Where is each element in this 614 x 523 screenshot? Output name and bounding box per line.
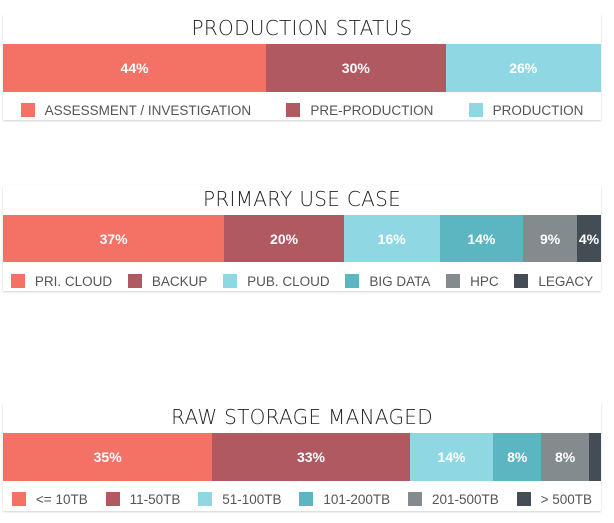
data-label: 26% [509,60,538,76]
legend-item: > 500TB [516,491,593,507]
legend-item: PRE-PRODUCTION [286,103,433,118]
legend-label: PRE-PRODUCTION [310,102,434,118]
legend-swatch [198,492,213,506]
bar-segment: 33% [212,433,410,481]
chart-title: RAW STORAGE MANAGED [171,405,433,429]
legend-label: BACKUP [151,273,208,289]
legend-swatch [11,492,26,506]
bar-segment: 44% [3,44,267,92]
raw-storage-managed-panel: RAW STORAGE MANAGED 35% 33% 14% 8% 8% <= 10T… [3,403,601,511]
legend-item: 201-500TB [407,491,499,507]
legend-label: 11-50TB [129,491,181,507]
data-label: 14% [467,230,496,247]
legend-label: PRODUCTION [492,102,584,118]
data-label: 44% [120,60,149,76]
legend-swatch [286,103,301,117]
legend-label: 101-200TB [323,491,391,507]
legend-item: PRODUCTION [468,102,584,118]
data-label: 14% [437,449,466,465]
stacked-bar: 44% 30% 26% [3,44,601,92]
legend-label: 201-500TB [431,491,499,507]
legend-swatch [514,274,529,288]
bar-segment: 9% [523,215,578,262]
legend-swatch [10,274,25,288]
bar-segment: 16% [343,215,440,262]
bar-segment [589,433,601,481]
legend-swatch [446,274,461,288]
data-label: 30% [341,60,370,76]
legend-label: <= 10TB [35,491,88,507]
legend-label: > 500TB [540,491,593,507]
legend-swatch [105,492,120,506]
stacked-bar: 37% 20% 16% 14% 9% 4% [3,215,601,262]
legend-label: PUB. CLOUD [247,273,330,289]
legend-label: LEGACY [538,273,594,289]
legend-swatch [345,274,360,288]
legend-item: PRI. CLOUD [10,273,113,289]
legend-label: PRI. CLOUD [34,273,113,289]
legend: PRI. CLOUD BACKUP PUB. CLOUD BIG DATA HPC LEG… [3,271,601,291]
legend-item: <= 10TB [11,491,88,507]
legend-item: HPC [446,274,499,289]
production-status-panel: PRODUCTION STATUS 44% 30% 26% ASSESSMENT /… [3,14,601,120]
legend-label: HPC [470,273,499,289]
legend-item: BACKUP [127,273,208,289]
chart-title: PRODUCTION STATUS [191,16,413,40]
bar-segment: 4% [577,215,601,262]
legend-swatch [223,274,238,288]
data-label: 20% [270,230,299,247]
legend-item: LEGACY [514,274,593,289]
legend-label: 51-100TB [222,491,282,507]
chart-title: PRIMARY USE CASE [202,187,402,211]
data-label: 16% [377,230,406,247]
bar-segment: 14% [439,215,524,262]
legend-swatch [299,492,314,506]
legend: ASSESSMENT / INVESTIGATION PRE-PRODUCTION… [3,100,601,120]
data-label: 9% [540,230,561,247]
data-label: 37% [99,230,128,247]
legend-swatch [20,103,35,117]
bar-segment: 26% [445,44,601,92]
legend-label: BIG DATA [369,273,431,289]
data-label: 33% [296,449,325,465]
primary-use-case-panel: PRIMARY USE CASE 37% 20% 16% 14% 9% 4% PRI. C… [3,185,601,291]
legend-item: 11-50TB [105,491,181,507]
legend-swatch [407,492,422,506]
legend-swatch [468,103,483,117]
legend-label: ASSESSMENT / INVESTIGATION [44,102,252,118]
data-label: 8% [554,449,576,465]
bar-segment: 20% [224,215,344,262]
bar-segment: 30% [266,44,446,92]
bar-segment: 8% [541,433,589,481]
bar-segment: 8% [493,433,542,481]
legend-item: 51-100TB [198,492,281,507]
legend: <= 10TB 11-50TB 51-100TB 101-200TB 201-500TB… [3,489,601,509]
bar-segment: 37% [3,215,225,262]
stacked-bar: 35% 33% 14% 8% 8% [3,433,601,481]
data-label: 35% [93,449,122,465]
legend-item: 101-200TB [299,492,390,507]
bar-segment: 14% [409,433,494,481]
legend-item: PUB. CLOUD [223,274,330,289]
legend-swatch [516,492,531,506]
legend-item: ASSESSMENT / INVESTIGATION [20,102,252,118]
bar-segment: 35% [3,433,213,481]
data-label: 4% [578,230,600,247]
data-label: 8% [507,449,528,465]
legend-swatch [127,274,142,288]
legend-item: BIG DATA [345,274,430,289]
